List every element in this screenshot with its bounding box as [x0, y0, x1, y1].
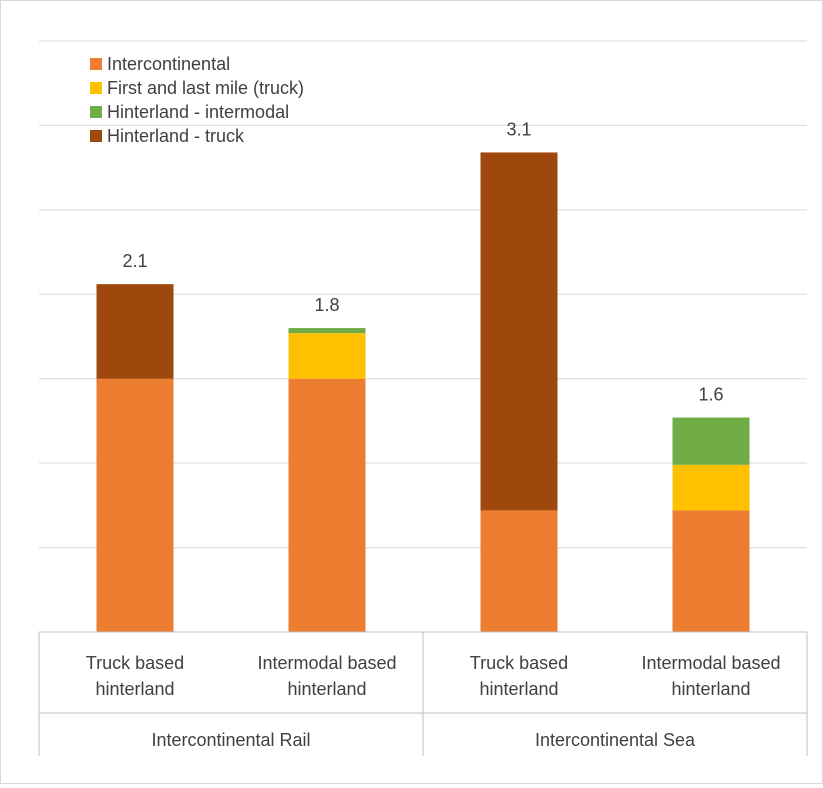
x-tick-label: Intermodal based	[641, 653, 780, 673]
group-label: Intercontinental Sea	[535, 730, 696, 750]
x-tick-label: hinterland	[287, 679, 366, 699]
x-tick-label: hinterland	[671, 679, 750, 699]
total-data-label: 1.6	[698, 385, 723, 405]
bar-segment-hinterland-intermodal	[288, 328, 366, 334]
bar-segment-hinterland-truck	[480, 152, 558, 511]
x-tick-label: Truck based	[470, 653, 568, 673]
bar-segment-hinterland-truck	[96, 284, 174, 379]
x-tick-label: hinterland	[479, 679, 558, 699]
bar-segment-intercontinental	[480, 510, 558, 632]
legend-label: First and last mile (truck)	[107, 78, 304, 98]
bar-segment-first-and-last-mile-truck	[672, 464, 750, 511]
legend-swatch-first-and-last-mile-truck	[90, 82, 102, 94]
x-tick-label: Intermodal based	[257, 653, 396, 673]
x-tick-label: Truck based	[86, 653, 184, 673]
legend-swatch-hinterland-intermodal	[90, 106, 102, 118]
legend-label: Intercontinental	[107, 54, 230, 74]
total-data-label: 3.1	[506, 119, 531, 139]
bar-segment-intercontinental	[288, 378, 366, 632]
legend-swatch-intercontinental	[90, 58, 102, 70]
total-data-label: 2.1	[122, 251, 147, 271]
bar-segment-intercontinental	[672, 510, 750, 632]
total-data-label: 1.8	[314, 295, 339, 315]
bar-segment-intercontinental	[96, 378, 174, 632]
group-label: Intercontinental Rail	[151, 730, 310, 750]
bar-segment-hinterland-intermodal	[672, 417, 750, 465]
legend-swatch-hinterland-truck	[90, 130, 102, 142]
legend-label: Hinterland - intermodal	[107, 102, 289, 122]
legend-label: Hinterland - truck	[107, 126, 245, 146]
x-tick-label: hinterland	[95, 679, 174, 699]
bar-segment-first-and-last-mile-truck	[288, 333, 366, 379]
